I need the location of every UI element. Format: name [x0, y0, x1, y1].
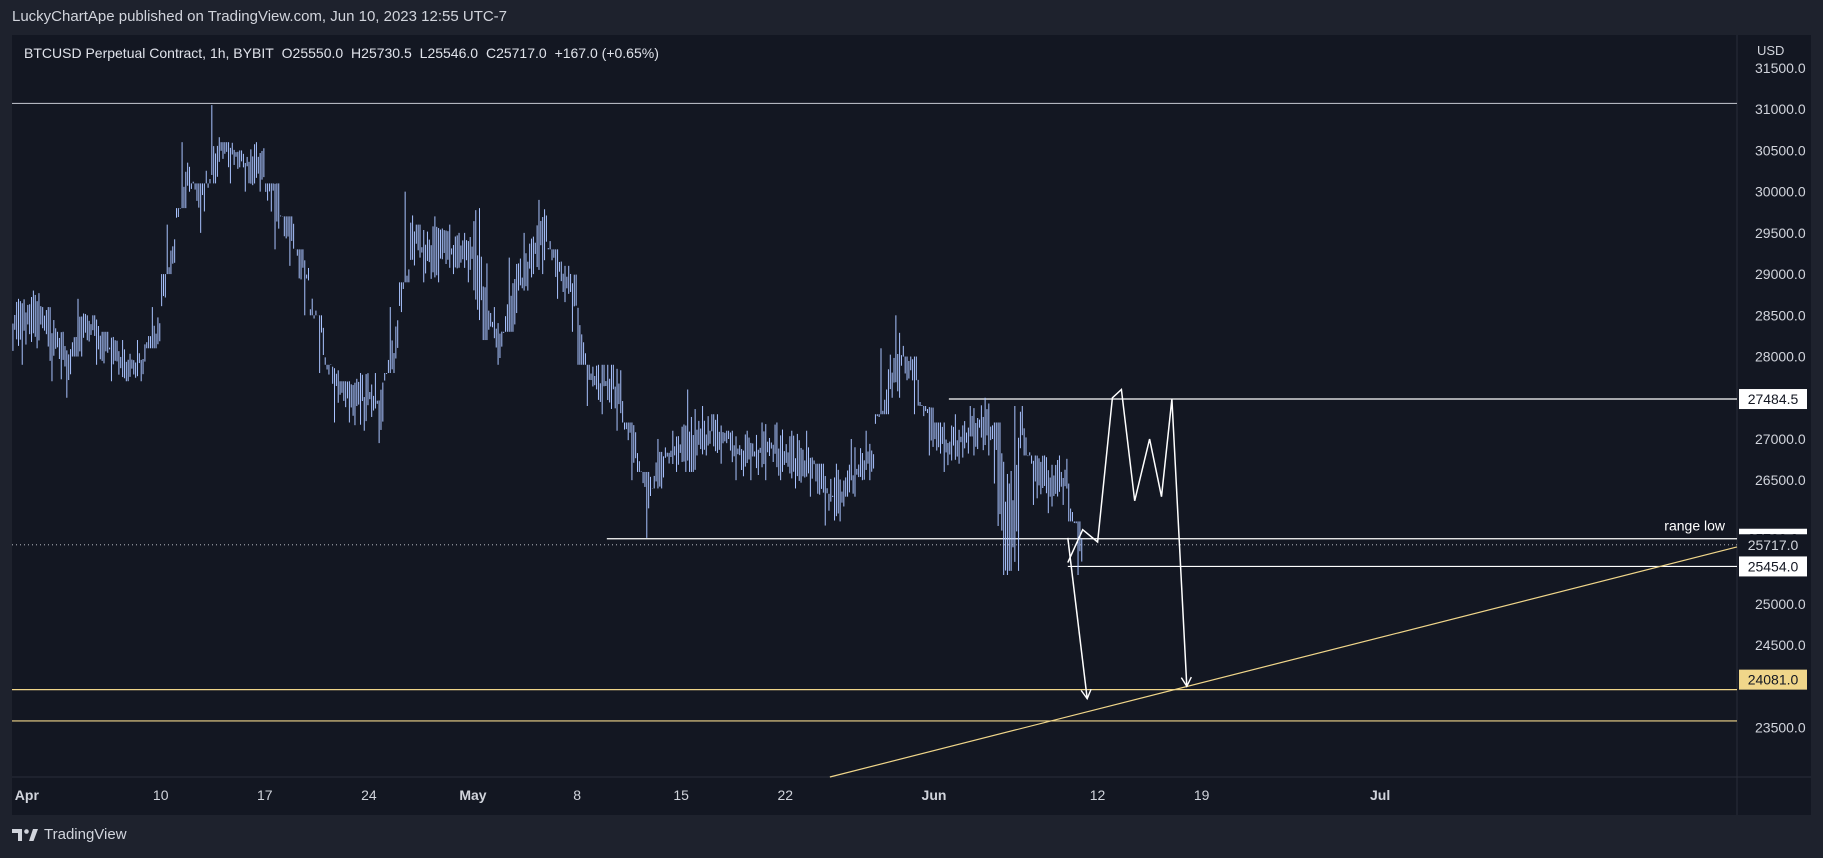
- time-tick-label: 8: [573, 787, 581, 803]
- projection-path: [1067, 387, 1192, 688]
- time-tick-label: 12: [1090, 787, 1106, 803]
- price-label-badge: [1739, 389, 1807, 410]
- candles: [12, 105, 1083, 576]
- legend-low: L25546.0: [419, 45, 479, 61]
- price-label-text: 25717.0: [1748, 537, 1799, 553]
- price-tick-label: 25000.0: [1755, 596, 1806, 612]
- chart-frame[interactable]: range low USD 31500.0 31000.0 30500.0 30000.…: [12, 35, 1811, 815]
- rising-trend-line: [829, 546, 1738, 778]
- time-axis[interactable]: Apr 10 17 24 May 8 15 22 Jun 12 19 Jul: [15, 787, 1390, 803]
- price-label-text: 24081.0: [1748, 672, 1799, 688]
- price-tick-label: 27000.0: [1755, 431, 1806, 447]
- price-tick-label: 26500.0: [1755, 472, 1806, 488]
- price-tick-label: 29500.0: [1755, 225, 1806, 241]
- grid: [12, 35, 1811, 815]
- legend-change: +167.0 (+0.65%): [554, 45, 659, 61]
- footer-brand: TradingView: [44, 826, 127, 843]
- legend-open: O25550.0: [281, 45, 344, 61]
- price-tick-label: 31500.0: [1755, 60, 1806, 76]
- price-tick-label: 29000.0: [1755, 266, 1806, 282]
- projection-paths: [1067, 387, 1192, 701]
- time-tick-label: Jun: [922, 787, 947, 803]
- price-tick-label: 24500.0: [1755, 637, 1806, 653]
- time-tick-label: May: [459, 787, 486, 803]
- time-tick-label: 19: [1194, 787, 1210, 803]
- time-tick-label: 24: [361, 787, 377, 803]
- price-axis[interactable]: USD 31500.0 31000.0 30500.0 30000.0 29500.0 29…: [1738, 43, 1808, 736]
- currency-label: USD: [1757, 43, 1784, 58]
- plot-background: [12, 35, 1737, 777]
- price-tick-label: 23500.0: [1755, 720, 1806, 736]
- price-chart[interactable]: range low USD 31500.0 31000.0 30500.0 30000.…: [12, 35, 1811, 815]
- price-label-badge: [1739, 669, 1807, 690]
- legend-high: H25730.5: [351, 45, 412, 61]
- time-tick-label: 17: [257, 787, 273, 803]
- publish-info: LuckyChartApe published on TradingView.c…: [12, 8, 508, 25]
- time-tick-label: 22: [777, 787, 793, 803]
- footer: TradingView: [12, 826, 127, 843]
- projection-path: [1067, 537, 1092, 701]
- level-label: range low: [1664, 518, 1726, 534]
- time-tick-label: 10: [153, 787, 169, 803]
- price-label-text: 27484.5: [1748, 391, 1799, 407]
- time-tick-label: 15: [673, 787, 689, 803]
- price-label-badge: [1739, 556, 1807, 577]
- price-label-text: 25454.0: [1748, 558, 1799, 574]
- time-tick-label: Jul: [1370, 787, 1390, 803]
- price-tick-label: 30000.0: [1755, 184, 1806, 200]
- horizontal-levels: range low: [12, 102, 1737, 722]
- trend-line: [829, 546, 1738, 778]
- price-tick-label: 31000.0: [1755, 101, 1806, 117]
- ohlc-legend: BTCUSD Perpetual Contract, 1h, BYBIT O25…: [24, 45, 663, 61]
- price-tick-label: 28000.0: [1755, 349, 1806, 365]
- time-tick-label: Apr: [15, 787, 40, 803]
- legend-symbol: BTCUSD Perpetual Contract, 1h, BYBIT: [24, 45, 274, 61]
- price-tick-label: 30500.0: [1755, 142, 1806, 158]
- tradingview-logo-icon: [12, 828, 38, 841]
- legend-close: C25717.0: [485, 45, 547, 61]
- price-tick-label: 28500.0: [1755, 307, 1806, 323]
